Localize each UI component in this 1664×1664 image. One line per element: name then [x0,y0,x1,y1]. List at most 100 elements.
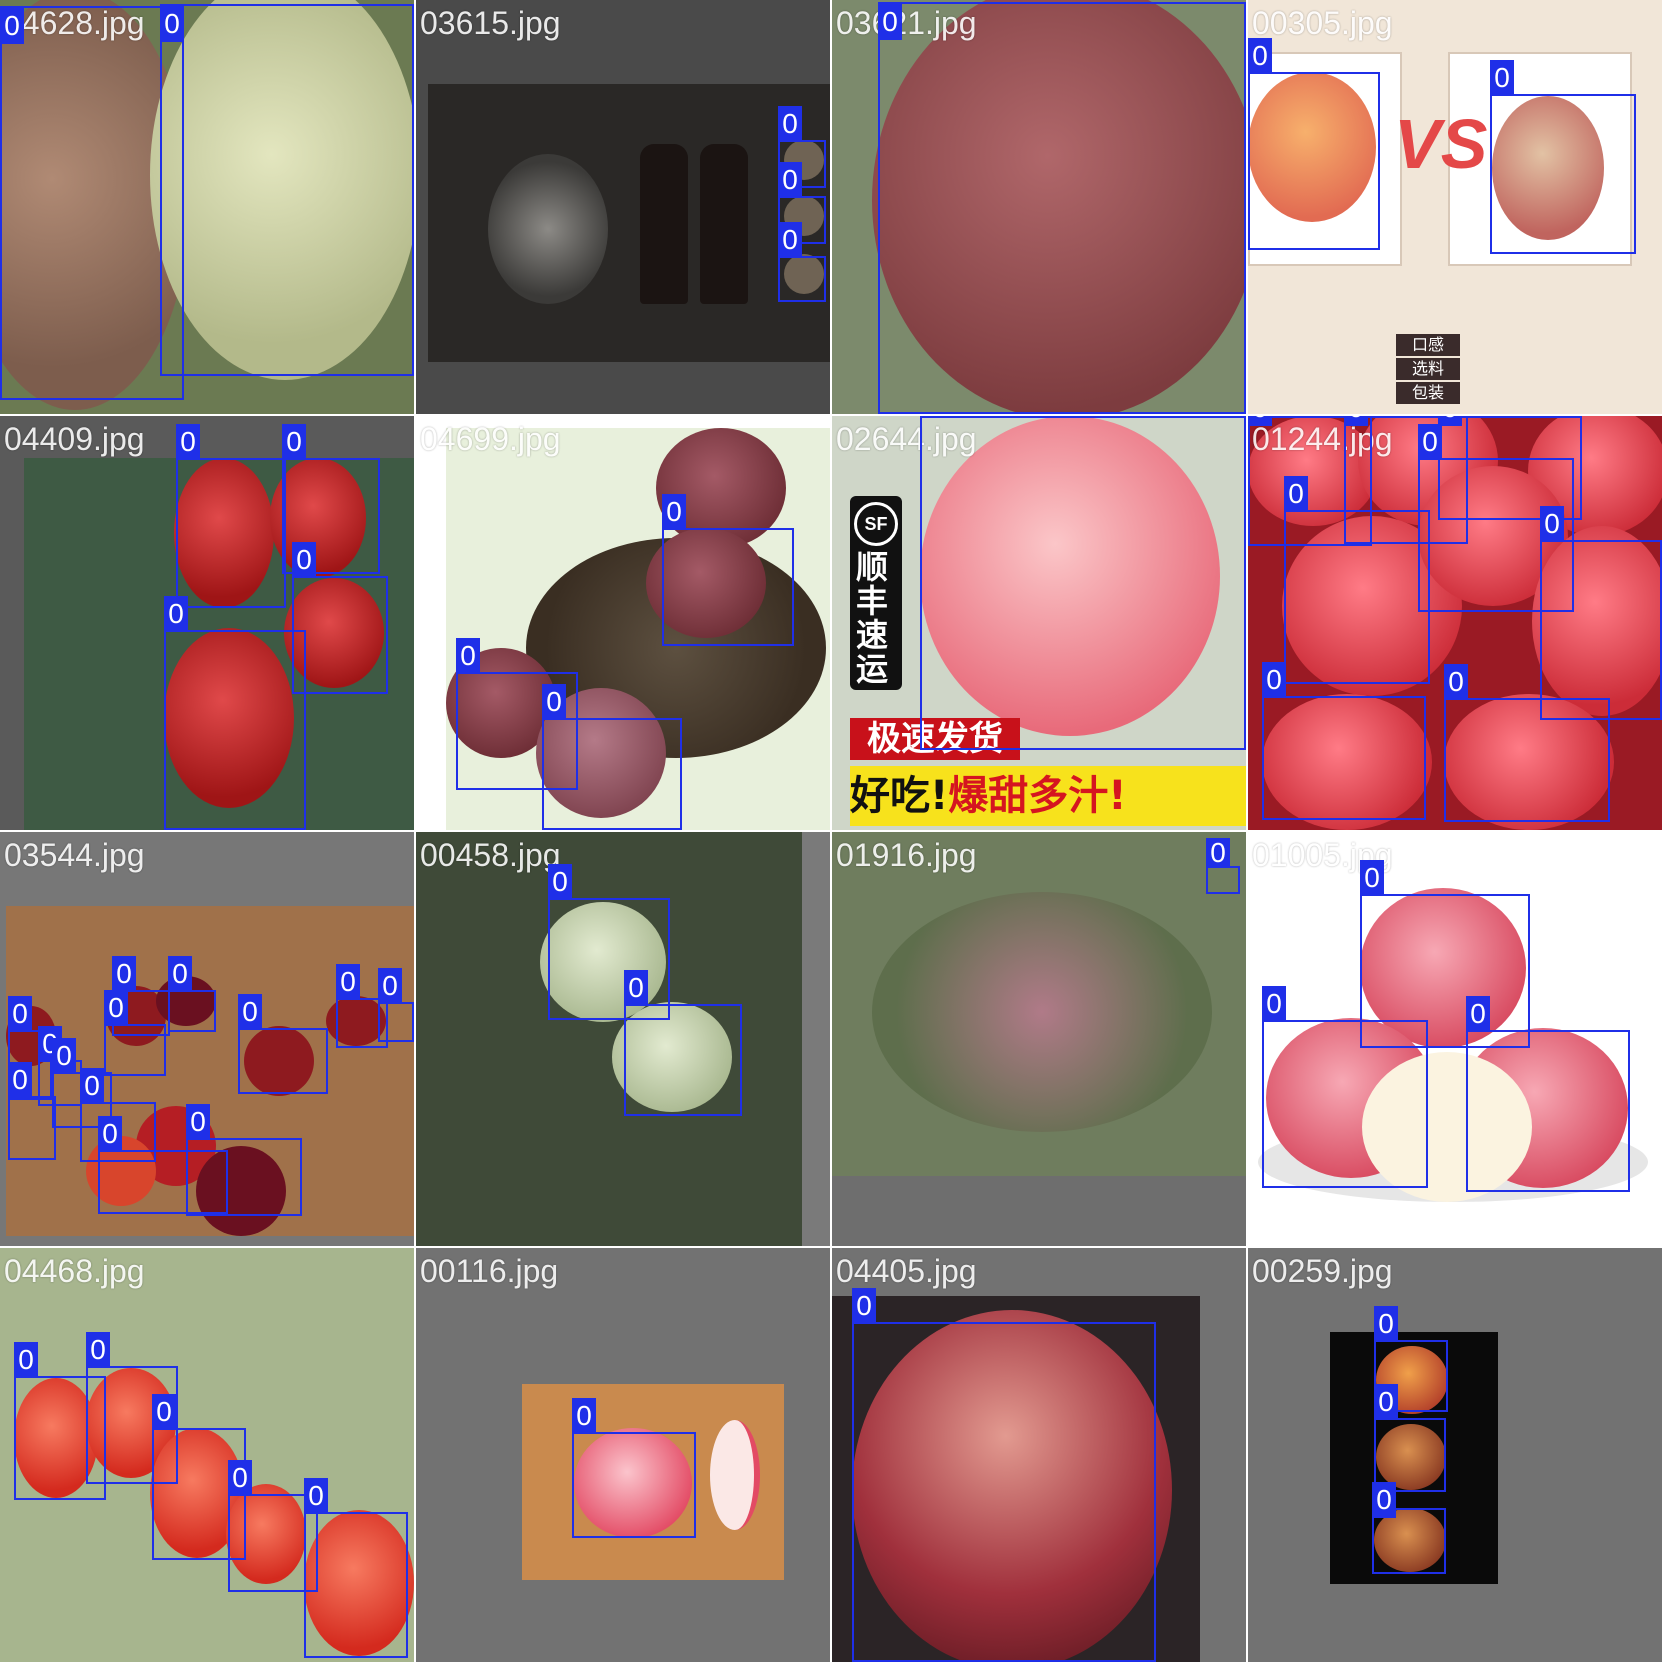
box-label: 0 [852,1288,876,1324]
image-filename: 03621.jpg [836,5,977,41]
bounding-box: 0 [548,864,670,1020]
bounding-box: 0 [86,1332,178,1484]
bounding-box: 0 [378,968,414,1042]
apple-shape [284,578,384,688]
bounding-box: 0 [852,1288,1156,1662]
image-tile: SF 顺丰速运 极速发货 好吃!爆甜多汁! 02644.jpg 0 [832,416,1246,830]
apple-shape [574,1428,692,1538]
box-label: 0 [1262,986,1286,1022]
apple-cut-shape [1362,1052,1532,1202]
box-label: 0 [1540,506,1564,542]
apple-shape [14,1378,98,1498]
bounding-box: 0 [8,996,52,1100]
box-label: 0 [176,424,200,460]
image-filename: 04409.jpg [4,421,145,457]
tree-shape [872,892,1212,1132]
bounding-box: 0 [186,1104,302,1216]
bounding-box: 0 [920,416,1246,750]
image-filename: 00116.jpg [420,1253,559,1289]
apple-shape [1492,96,1604,240]
apple-slice-shape [710,1420,760,1530]
apple-shape [1444,694,1614,830]
photo [522,1384,784,1580]
box-label: 0 [168,956,192,992]
box-label: 0 [98,1116,122,1152]
bounding-box: 0 [662,494,794,646]
photo [832,832,1246,1176]
box-label: 0 [778,222,802,258]
pill-label: 口感 [1396,334,1460,356]
box-label: 0 [14,1342,38,1378]
box-label: 0 [304,1478,328,1514]
photo [1248,832,1662,1246]
pill-label: 包装 [1396,382,1460,404]
sporran-shape [488,154,608,304]
banner-top: 极速发货 [850,718,1020,760]
box-label: 0 [920,416,944,418]
box-label: 0 [186,1104,210,1140]
photo [0,1248,414,1662]
box-label: 0 [624,970,648,1006]
box-label: 0 [1466,996,1490,1032]
image-tile: 04628.jpg 0 0 [0,0,414,414]
bounding-box: 0 [168,956,216,1032]
photo: SF 顺丰速运 极速发货 好吃!爆甜多汁! [832,416,1246,830]
box-label: 0 [378,968,402,1004]
bounding-box: 0 [80,1068,156,1162]
vs-text: VS [1394,105,1488,183]
banner-bottom: 好吃!爆甜多汁! [850,766,1246,826]
bounding-box: 0 [104,990,166,1076]
apple-shape [1532,526,1662,716]
bounding-box: 0 [14,1342,106,1500]
bounding-box: 0 [572,1398,696,1538]
box-label: 0 [1360,860,1384,896]
apple-shape [1376,1424,1446,1490]
apple-shape [920,416,1220,736]
apple-shape [852,1310,1172,1662]
apple-shape [150,0,414,380]
image-filename: 04628.jpg [4,5,145,41]
apple-shape [1248,416,1378,526]
box-label: 0 [0,8,24,44]
image-filename: 00305.jpg [1252,5,1393,41]
bounding-box: 0 [778,162,826,244]
box-label: 0 [1444,664,1468,700]
image-tile: 03544.jpg 0 0 0 0 0 0 0 0 0 0 0 0 0 [0,832,414,1246]
box-label: 0 [1438,416,1462,426]
bounding-box: 0 [1540,506,1662,720]
box-label: 0 [164,596,188,632]
bounding-box: 0 [1466,996,1630,1192]
box-label: 0 [778,162,802,198]
apple-shape [784,254,824,294]
bounding-box: 0 [1418,424,1574,612]
apple-shape [270,458,366,578]
image-filename: 03615.jpg [420,5,561,41]
image-tile: 04409.jpg 0 0 0 0 [0,416,414,830]
apple-shape [612,1002,732,1112]
bounding-box: 0 [336,964,388,1048]
photo [0,0,414,414]
image-filename: 02644.jpg [836,421,977,457]
box-label: 0 [282,424,306,460]
image-filename: 04468.jpg [4,1253,145,1289]
apple-shape [174,458,274,608]
box-label: 0 [1284,476,1308,512]
box-label: 0 [572,1398,596,1434]
photo [832,0,1246,414]
box-label: 0 [104,990,128,1026]
bounding-box: 0 [238,994,328,1094]
box-label: 0 [1248,416,1272,426]
bounding-box: 0 [1444,664,1610,822]
box-label: 0 [80,1068,104,1104]
bounding-box: 0 [1438,416,1582,520]
image-tile: 00116.jpg 0 [416,1248,830,1662]
photo [416,832,802,1246]
box-label: 0 [238,994,262,1030]
image-filename: 01244.jpg [1252,421,1393,457]
box-label: 0 [878,4,902,40]
box-label: 0 [292,542,316,578]
photo [1330,1332,1498,1584]
photo [832,1296,1200,1662]
bounding-box: 0 [1248,416,1372,546]
bounding-box: 0 [1490,60,1636,254]
